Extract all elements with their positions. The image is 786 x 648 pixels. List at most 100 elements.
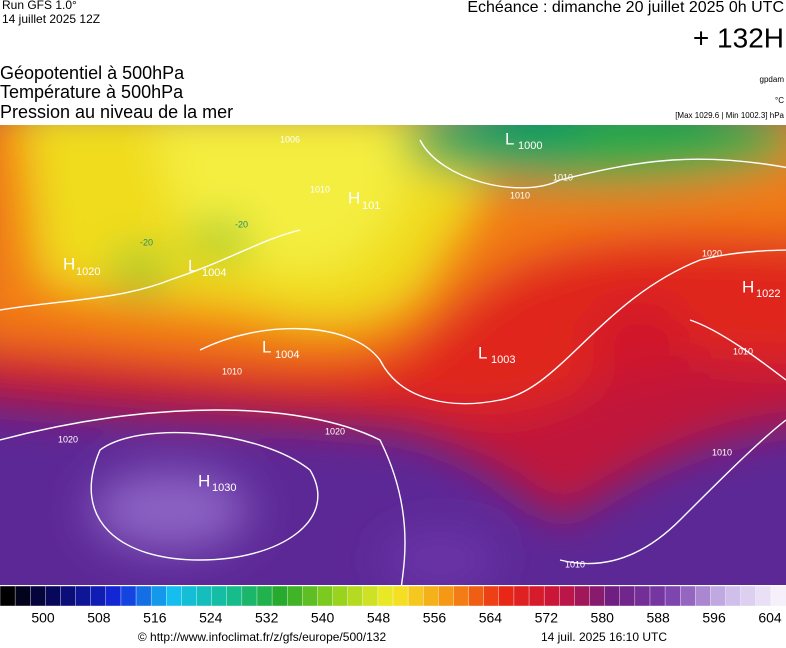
colorbar-swatch	[105, 585, 122, 607]
pressure-center-value: 1003	[491, 354, 515, 366]
colorbar-swatch	[392, 585, 409, 607]
colorbar-tick-label: 548	[367, 610, 391, 626]
colorbar-swatch	[559, 585, 576, 607]
range: [Max 1029.6 | Min 1002.3] hPa	[675, 111, 784, 120]
colorbar-swatch	[286, 585, 304, 607]
colorbar-swatch	[483, 585, 500, 607]
pressure-center-letter: L	[188, 256, 197, 275]
colorbar-swatch	[710, 585, 727, 607]
pressure-center-value: 101	[362, 200, 380, 212]
pressure-center-value: 1022	[756, 288, 780, 300]
isobar-label: 1010	[733, 346, 753, 356]
pressure-center-letter: H	[348, 188, 360, 207]
colorbar-swatch	[755, 585, 772, 607]
isotherm-label: -20	[140, 237, 153, 247]
colorbar-tick-label: 516	[143, 610, 167, 626]
legend-title: Température à 500hPa	[0, 82, 184, 102]
colorbar-swatch	[14, 585, 31, 607]
colorbar-swatch	[211, 585, 228, 607]
colorbar-swatch	[604, 585, 621, 607]
colorbar: 500 508 516 524 532 540 548 556 564 572 580 588 596 6…	[0, 585, 786, 626]
echeance: Echéance : dimanche 20 juillet 2025 0h U…	[467, 0, 784, 16]
colorbar-swatch	[302, 585, 319, 607]
colorbar-swatch	[135, 585, 152, 607]
colorbar-swatch	[770, 585, 786, 607]
map: H 1020 L 1004 L 1004 H 1030 L 1000 H 102…	[0, 125, 786, 585]
pressure-center-value: 1020	[76, 266, 100, 278]
isobar-label: 1006	[280, 134, 300, 144]
colorbar-swatch	[438, 585, 455, 607]
isobar-label: 1010	[222, 366, 242, 376]
colorbar-swatch	[45, 585, 62, 607]
pressure-center-letter: L	[478, 343, 487, 362]
colorbar-swatch	[347, 585, 364, 607]
colorbar-swatch	[30, 585, 47, 607]
colorbar-swatch	[664, 585, 681, 607]
colorbar-swatch	[0, 585, 16, 607]
pressure-center-value: 1000	[518, 140, 542, 152]
isobar-label: 1010	[510, 190, 530, 200]
colorbar-swatch	[740, 585, 757, 607]
colorbar-swatch	[589, 585, 606, 607]
colorbar-swatch	[695, 585, 712, 607]
footer-timestamp: 14 juil. 2025 16:10 UTC	[541, 630, 667, 644]
colorbar-swatch	[271, 585, 288, 607]
colorbar-swatch	[528, 585, 545, 607]
isobar-label: 1020	[58, 434, 78, 444]
colorbar-swatch	[574, 585, 591, 607]
colorbar-swatch	[543, 585, 560, 607]
run-date: 14 juillet 2025 12Z	[2, 12, 100, 26]
colorbar-swatch	[407, 585, 424, 607]
colorbar-tick-label: 564	[479, 610, 503, 626]
colorbar-swatch	[90, 585, 107, 607]
source: gpdam	[760, 75, 785, 84]
colorbar-swatch	[332, 585, 349, 607]
colorbar-swatch	[241, 585, 258, 607]
colorbar-swatch	[256, 585, 273, 607]
colorbar-swatch	[120, 585, 137, 607]
colorbar-swatch	[181, 585, 198, 607]
isobars	[0, 139, 786, 585]
colorbar-swatch	[166, 585, 183, 607]
footer-url: © http://www.infoclimat.fr/z/gfs/europe/…	[138, 630, 387, 644]
colorbar-swatch	[196, 585, 213, 607]
isobar-label: 1010	[553, 172, 573, 182]
colorbar-tick-label: 556	[423, 610, 447, 626]
pressure-center-value: 1004	[275, 349, 299, 361]
colorbar-swatch	[725, 585, 742, 607]
colorbar-swatch	[317, 585, 334, 607]
colorbar-swatch	[150, 585, 167, 607]
pressure-center-letter: H	[198, 471, 210, 490]
isotherm-label: -20	[235, 219, 248, 229]
colorbar-tick-label: 604	[758, 610, 782, 626]
colorbar-tick-label: 508	[87, 610, 111, 626]
colorbar-swatch	[75, 585, 92, 607]
pressure-center-letter: L	[505, 129, 514, 148]
isobar-label: 1010	[712, 447, 732, 457]
colorbar-swatch	[453, 585, 470, 607]
colorbar-swatch	[377, 585, 394, 607]
colorbar-tick-label: 580	[591, 610, 615, 626]
colorbar-swatch	[423, 585, 440, 607]
colorbar-tick-label: 572	[535, 610, 559, 626]
unit: °C	[775, 96, 784, 105]
colorbar-tick-label: 540	[311, 610, 335, 626]
colorbar-swatch	[513, 585, 530, 607]
colorbar-tick-label: 524	[199, 610, 223, 626]
pressure-center-value: 1030	[212, 482, 236, 494]
colorbar-swatch	[649, 585, 666, 607]
run-label: Run GFS 1.0°	[2, 0, 77, 12]
colorbar-tick-label: 596	[702, 610, 726, 626]
isobar-label: 1020	[325, 426, 345, 436]
colorbar-tick-label: 500	[31, 610, 55, 626]
colorbar-swatch	[362, 585, 379, 607]
offset: + 132H	[693, 22, 784, 53]
colorbar-swatch	[468, 585, 485, 607]
pressure-center-letter: H	[742, 277, 754, 296]
isobar-label: 1010	[310, 184, 330, 194]
colorbar-swatch	[634, 585, 651, 607]
legend-title: Géopotentiel à 500hPa	[0, 63, 185, 83]
colorbar-swatch	[498, 585, 515, 607]
isobar-label: 1020	[702, 248, 722, 258]
